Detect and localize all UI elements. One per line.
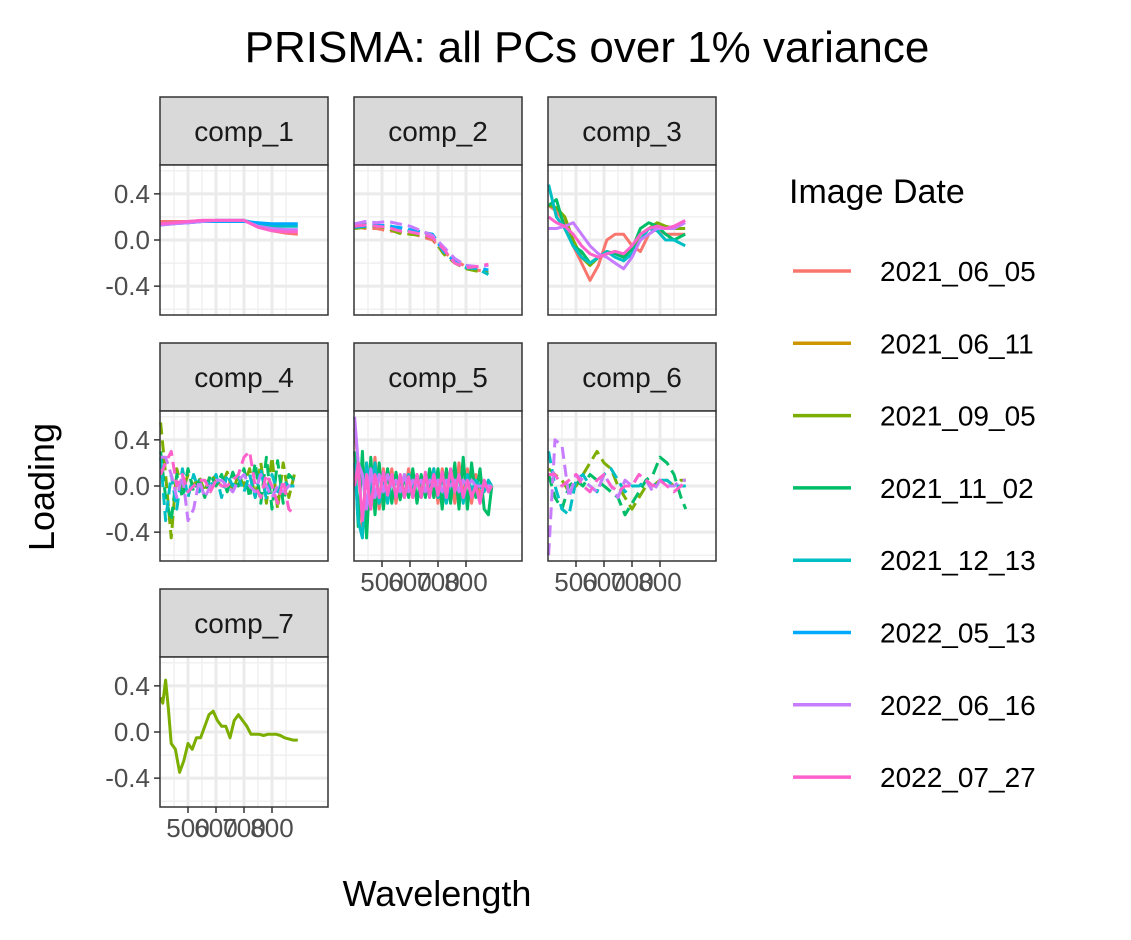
legend: Image Date 2021_06_05 2021_06_11 2021_09_05… <box>789 173 1036 793</box>
series-line-2021_11_02 <box>159 451 296 523</box>
y-tick-label: -0.4 <box>105 517 150 547</box>
series-line-2021_06_05 <box>354 224 489 274</box>
series-line-2022_07_27 <box>353 461 494 523</box>
facet-strip <box>547 96 717 166</box>
facet-strip <box>353 96 523 166</box>
facet-strip-label: comp_7 <box>194 608 294 639</box>
x-axis-title: Wavelength <box>343 873 532 914</box>
x-tick-label: 800 <box>250 813 293 843</box>
legend-item: 2021_12_13 <box>793 545 1036 576</box>
x-tick-label: 700 <box>416 567 459 597</box>
x-tick-label: 500 <box>554 567 597 597</box>
facet-panel-comp_3: comp_3 <box>547 96 717 316</box>
y-tick-label: -0.4 <box>105 763 150 793</box>
legend-item: 2021_06_05 <box>793 256 1036 287</box>
legend-item: 2021_11_02 <box>793 473 1034 504</box>
facet-panel-comp_2: comp_2 <box>353 96 523 316</box>
legend-label: 2022_05_13 <box>880 618 1036 649</box>
legend-item: 2022_05_13 <box>793 618 1036 649</box>
legend-label: 2021_06_05 <box>880 256 1036 287</box>
facet-strip-label: comp_1 <box>194 116 294 147</box>
legend-item: 2022_06_16 <box>793 690 1036 721</box>
facet-panel-comp_4: comp_4 -0.4 0.0 0.4 <box>105 342 329 562</box>
x-tick-label: 800 <box>444 567 487 597</box>
legend-item: 2022_07_27 <box>793 762 1036 793</box>
y-axis-title: Loading <box>21 423 62 551</box>
legend-item: 2021_06_11 <box>793 328 1034 359</box>
legend-label: 2021_06_11 <box>880 328 1034 359</box>
x-tick-label: 500 <box>166 813 209 843</box>
series-line-2021_12_13 <box>159 457 295 523</box>
legend-label: 2022_07_27 <box>880 762 1036 793</box>
series-line-2022_06_16 <box>354 220 489 268</box>
legend-label: 2021_11_02 <box>880 473 1034 504</box>
series-line-2021_12_13 <box>547 451 686 517</box>
legend-label: 2022_06_16 <box>880 690 1036 721</box>
y-tick-label: 0.0 <box>114 717 150 747</box>
facet-strip-label: comp_6 <box>582 362 682 393</box>
facet-strip-label: comp_2 <box>388 116 488 147</box>
chart-title: PRISMA: all PCs over 1% variance <box>245 23 930 72</box>
legend-item: 2021_09_05 <box>793 401 1036 432</box>
facet-strip-label: comp_5 <box>388 362 488 393</box>
y-tick-label: 0.4 <box>114 425 150 455</box>
x-tick-label: 800 <box>638 567 681 597</box>
legend-title: Image Date <box>789 173 965 211</box>
x-tick-label: 700 <box>222 813 265 843</box>
legend-label: 2021_09_05 <box>880 401 1036 432</box>
facet-strip-label: comp_4 <box>194 362 294 393</box>
y-tick-label: 0.4 <box>114 671 150 701</box>
y-tick-label: -0.4 <box>105 271 150 301</box>
facet-panel-comp_1: comp_1 -0.4 0.0 0.4 <box>105 96 329 316</box>
facet-strip <box>159 96 329 166</box>
facet-strip-label: comp_3 <box>582 116 682 147</box>
series-line-2022_07_27 <box>159 449 296 516</box>
panel-border <box>547 164 717 316</box>
series-line-2021_12_13 <box>547 184 686 265</box>
series-line-2022_06_16 <box>547 438 686 556</box>
series-line-2022_07_27 <box>547 215 686 259</box>
series-line-2022_07_27 <box>160 218 298 234</box>
legend-label: 2021_12_13 <box>880 545 1036 576</box>
y-tick-label: 0.4 <box>114 179 150 209</box>
panel-border <box>353 164 523 316</box>
facet-strip <box>159 588 329 658</box>
x-tick-label: 600 <box>582 567 625 597</box>
x-tick-label: 600 <box>388 567 431 597</box>
x-tick-label: 600 <box>194 813 237 843</box>
x-tick-label: 700 <box>610 567 653 597</box>
facet-strip <box>353 342 523 412</box>
series-line-2021_09_05 <box>159 678 298 774</box>
y-tick-label: 0.0 <box>114 471 150 501</box>
facet-panels: comp_1 -0.4 0.0 0.4 comp_2 comp_3 comp_4 -0.4 0.… <box>105 96 717 843</box>
x-tick-label: 500 <box>360 567 403 597</box>
facet-strip <box>159 342 329 412</box>
series-line-2022_07_27 <box>548 473 687 494</box>
y-tick-label: 0.0 <box>114 225 150 255</box>
series-line-2022_07_27 <box>354 223 489 270</box>
